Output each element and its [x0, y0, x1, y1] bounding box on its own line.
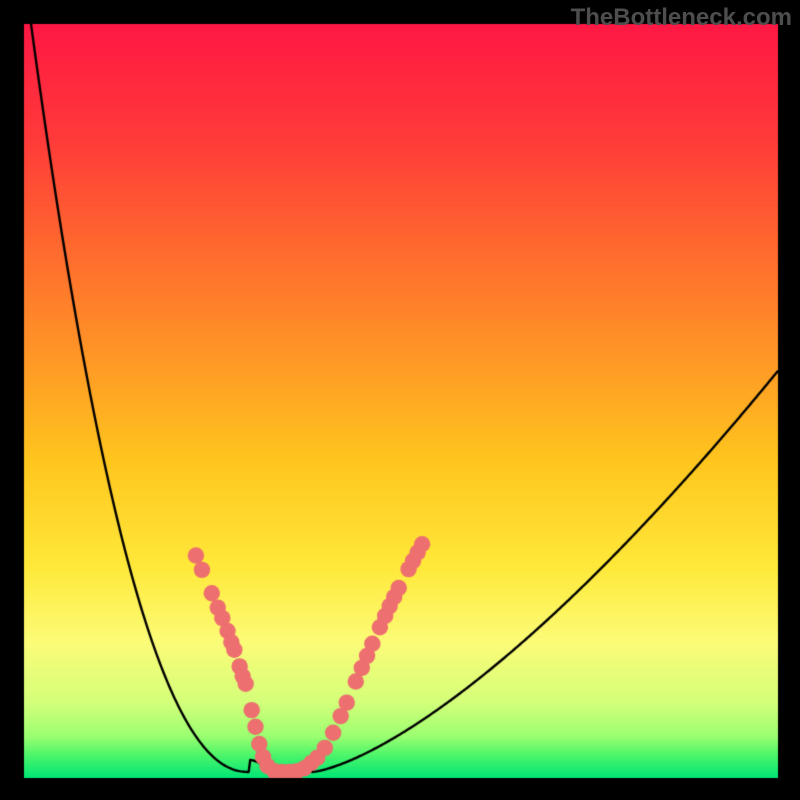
bottleneck-chart-canvas	[0, 0, 800, 800]
attribution-watermark: TheBottleneck.com	[571, 4, 792, 32]
